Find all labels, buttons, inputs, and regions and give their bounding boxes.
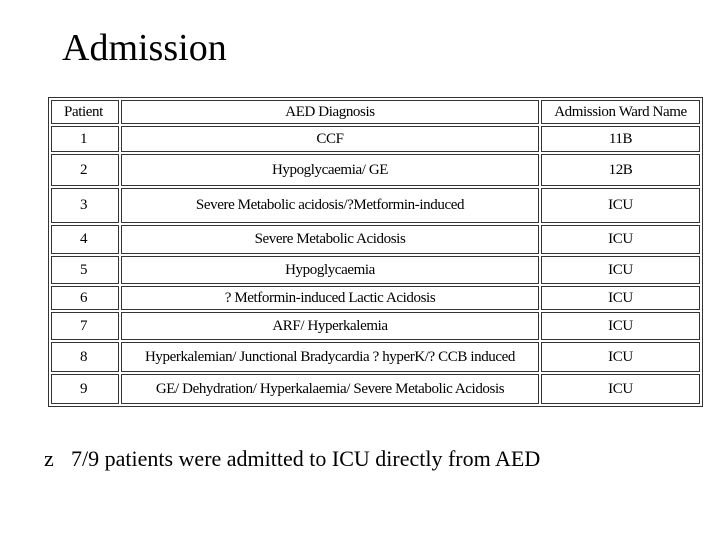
table-cell: ICU xyxy=(541,188,700,223)
table-cell: ICU xyxy=(541,225,700,254)
table-cell: ? Metformin-induced Lactic Acidosis xyxy=(121,286,539,310)
table-row: 9 GE/ Dehydration/ Hyperkalaemia/ Severe … xyxy=(51,374,700,404)
table-cell: ICU xyxy=(541,256,700,284)
table-cell: 8 xyxy=(51,342,119,372)
table-cell: 11B xyxy=(541,126,700,152)
table-cell: Hyperkalemian/ Junctional Bradycardia ? … xyxy=(121,342,539,372)
table-row: 4 Severe Metabolic Acidosis ICU xyxy=(51,225,700,254)
table-row: 3 Severe Metabolic acidosis/?Metformin-in… xyxy=(51,188,700,223)
header-cell: AED Diagnosis xyxy=(121,100,539,124)
table-row: 2 Hypoglycaemia/ GE 12B xyxy=(51,154,700,186)
table-cell: 7 xyxy=(51,312,119,340)
table-cell: ARF/ Hyperkalemia xyxy=(121,312,539,340)
table-cell: Hypoglycaemia/ GE xyxy=(121,154,539,186)
bullet-marker: z xyxy=(44,446,54,471)
table-cell: 6 xyxy=(51,286,119,310)
table-cell: GE/ Dehydration/ Hyperkalaemia/ Severe M… xyxy=(121,374,539,404)
header-row: Patient AED Diagnosis Admission Ward Name xyxy=(51,100,700,124)
table-row: 5 Hypoglycaemia ICU xyxy=(51,256,700,284)
table-row: 7 ARF/ Hyperkalemia ICU xyxy=(51,312,700,340)
table-body: 1 CCF 11B 2 Hypoglycaemia/ GE 12B 3 Severe Meta… xyxy=(51,126,700,404)
table-cell: 12B xyxy=(541,154,700,186)
table-row: 8 Hyperkalemian/ Junctional Bradycardia ?… xyxy=(51,342,700,372)
table-cell: 1 xyxy=(51,126,119,152)
table-row: 6? Metformin-induced Lactic Acidosis ICU xyxy=(51,286,700,310)
table-row: 1 CCF 11B xyxy=(51,126,700,152)
table-cell: Hypoglycaemia xyxy=(121,256,539,284)
table-cell: Severe Metabolic Acidosis xyxy=(121,225,539,254)
slide-title: Admission xyxy=(62,27,227,69)
table-cell: 2 xyxy=(51,154,119,186)
table-cell: 3 xyxy=(51,188,119,223)
bullet-item: z 7/9 patients were admitted to ICU direc… xyxy=(44,446,540,472)
table-cell: 4 xyxy=(51,225,119,254)
table-cell: Severe Metabolic acidosis/?Metformin-ind… xyxy=(121,188,539,223)
header-cell: Admission Ward Name xyxy=(541,100,700,124)
header-cell: Patient xyxy=(51,100,119,124)
table-cell: ICU xyxy=(541,342,700,372)
table-cell: ICU xyxy=(541,312,700,340)
table-cell: ICU xyxy=(541,286,700,310)
table-cell: CCF xyxy=(121,126,539,152)
table-cell: 5 xyxy=(51,256,119,284)
admission-table: Patient AED Diagnosis Admission Ward Name … xyxy=(48,97,703,407)
table-cell: 9 xyxy=(51,374,119,404)
table-cell: ICU xyxy=(541,374,700,404)
bullet-text: 7/9 patients were admitted to ICU direct… xyxy=(71,446,541,471)
